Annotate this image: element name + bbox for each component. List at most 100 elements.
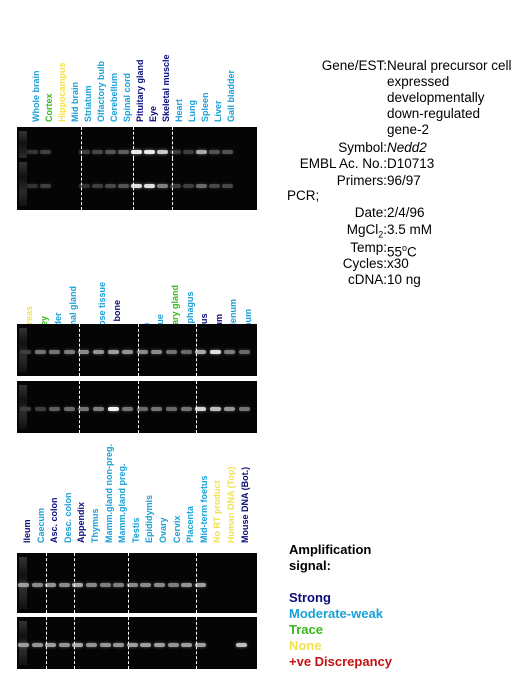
lane-label: Eye: [148, 105, 158, 122]
gel-band: [196, 184, 207, 188]
gene-name-line-1: Neural precursor cell: [387, 58, 512, 73]
lane-separator: [46, 617, 48, 669]
gel-band: [235, 643, 247, 647]
gel-band: [58, 583, 70, 587]
lane-label: Olfactory bulb: [96, 60, 106, 122]
gel-band: [34, 350, 46, 354]
gel-band: [131, 184, 142, 188]
gel-band: [166, 407, 177, 411]
lane-separator: [80, 158, 82, 210]
lane-separator: [196, 617, 197, 669]
lane-label: Pituitary gland: [135, 59, 145, 122]
gene-name-line-2: expressed: [387, 74, 450, 89]
lane-label: Mamm.gland non-preg.: [103, 444, 114, 543]
gel-band: [144, 184, 155, 188]
gel-band: [107, 350, 119, 354]
gel-band: [170, 150, 181, 154]
lane-label: Cerebellum: [109, 72, 119, 122]
lane-label: Epididymis: [144, 494, 155, 543]
gel-band: [154, 583, 165, 587]
lane-label: Heart: [174, 98, 184, 122]
gel-band: [157, 184, 168, 188]
lane-label: Asc. colon: [49, 497, 60, 543]
gel-image: [17, 381, 257, 433]
lane-separator: [137, 381, 139, 433]
lane-label: Cortex: [44, 93, 54, 122]
lane-separator: [171, 158, 173, 210]
gel-band: [18, 583, 29, 587]
gel-image: [17, 617, 257, 669]
gel-band: [113, 583, 125, 587]
gel-band: [72, 643, 84, 647]
gel-band: [49, 350, 61, 354]
gel-band: [144, 150, 155, 154]
gel-band: [122, 350, 134, 354]
lane-label: Desc. colon: [62, 492, 73, 543]
gel-band: [180, 407, 192, 411]
gel-band: [183, 184, 194, 188]
lane-label: Gall bladder: [226, 69, 236, 122]
legend-discrepancy: +ve Discrepancy: [289, 654, 392, 669]
gel-band: [105, 150, 116, 154]
gel-band: [92, 184, 103, 188]
symbol-value: Nedd2: [387, 140, 427, 155]
gel-band: [45, 643, 57, 647]
gel-band: [31, 643, 43, 647]
gel-band: [107, 407, 119, 411]
gel-band: [136, 407, 148, 411]
gel-image: [17, 553, 257, 613]
gel-band: [86, 583, 97, 587]
temp-value: 55oC: [387, 243, 417, 260]
gel-band: [27, 184, 38, 188]
gel-band: [105, 184, 116, 188]
lane-label: Striatum: [83, 85, 93, 122]
gel-band: [72, 583, 84, 587]
gel-band: [63, 407, 75, 411]
gel-band: [167, 583, 179, 587]
lane-separator: [195, 324, 197, 376]
gel-ladder: [19, 162, 27, 206]
primers-value: 96/97: [387, 173, 421, 188]
gel-band: [118, 150, 129, 154]
lane-label: Ileum: [22, 519, 32, 543]
gene-name-line-3: developmentally: [387, 90, 485, 105]
gene-name-line-5: gene-2: [387, 122, 430, 137]
date-value: 2/4/96: [387, 205, 425, 220]
lane-label: Cervix: [171, 515, 182, 543]
gel-band: [224, 350, 236, 354]
gel-band: [58, 643, 70, 647]
date-label: Date:: [354, 205, 387, 220]
gel-band: [194, 583, 206, 587]
legend-title-line-1: Amplification: [289, 542, 372, 557]
gel-band: [78, 407, 90, 411]
gel-band: [195, 350, 207, 354]
gel-band: [181, 643, 193, 647]
embl-label: EMBL Ac. No.:: [299, 156, 387, 171]
lane-label: Mouse DNA (Bot.): [239, 466, 250, 543]
lane-label: Ovary: [158, 517, 168, 543]
lane-separator: [46, 553, 48, 613]
gel-band: [151, 350, 163, 354]
gel-band: [31, 583, 43, 587]
gene-info-block: Gene/EST: Neural precursor cell expresse…: [285, 58, 531, 298]
gel-band: [151, 407, 163, 411]
gel-band: [209, 350, 221, 354]
gel-band: [63, 350, 75, 354]
pcr-label: PCR;: [287, 188, 320, 203]
gel-band: [40, 150, 51, 154]
gel-band: [99, 643, 111, 647]
cdna-label: cDNA:: [347, 272, 387, 287]
lane-label: Mid-term foetus: [198, 475, 209, 544]
lane-label: Skeletal muscle: [161, 54, 171, 122]
lane-label: No RT product: [212, 480, 223, 544]
gel-band: [79, 184, 90, 188]
lane-separator: [128, 617, 129, 669]
gel-band: [157, 150, 168, 154]
gel-band: [18, 643, 29, 647]
gel-band: [136, 350, 148, 354]
gel-band: [20, 350, 31, 354]
legend-moderate-weak: Moderate-weak: [289, 606, 383, 621]
gel-band: [92, 150, 103, 154]
gene-name-line-4: down-regulated: [387, 106, 481, 121]
gel-band: [118, 184, 129, 188]
